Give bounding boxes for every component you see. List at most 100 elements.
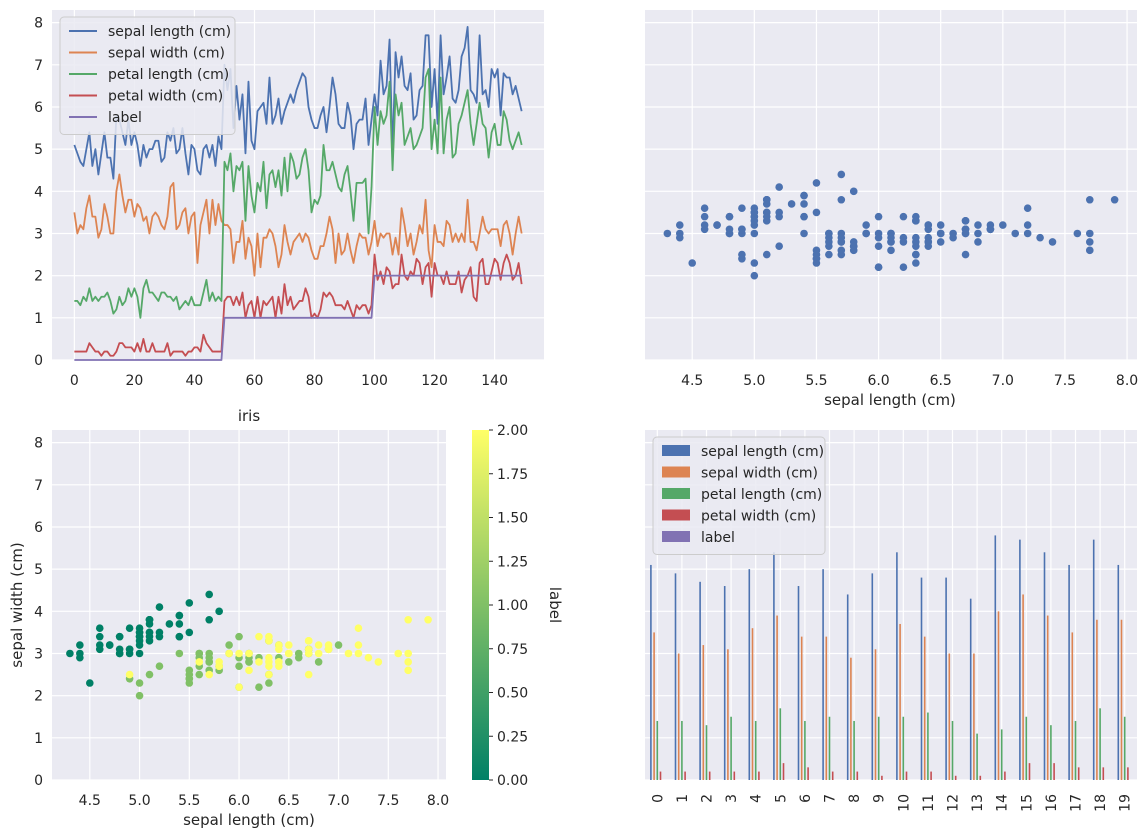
scatter-point (334, 641, 343, 649)
y-tick-label: 5 (34, 142, 43, 158)
scatter-point (700, 204, 709, 212)
scatter-point (155, 632, 164, 641)
bar-chart-legend (652, 436, 826, 555)
scatter-point (354, 641, 363, 649)
bar-petal_length (828, 716, 831, 780)
scatter-point (364, 653, 373, 662)
x-tick-label: 80 (306, 373, 324, 389)
bar-petal_width (856, 771, 859, 780)
scatter-point (837, 238, 846, 246)
x-tick-label: 40 (186, 373, 204, 389)
x-tick-label: 3 (724, 794, 740, 803)
scatter-point (205, 615, 214, 624)
x-tick-label: 6.5 (930, 373, 952, 389)
scatter-point (1011, 229, 1020, 238)
bar-petal_length (902, 716, 905, 780)
bar-sepal_width (973, 653, 975, 780)
x-tick-label: 4.5 (681, 373, 703, 389)
scatter-point (205, 658, 214, 666)
scatter-point (95, 641, 104, 649)
scatter-point (284, 641, 293, 649)
bar-petal_width (979, 775, 982, 780)
scatter-point (837, 195, 846, 204)
scatter-point (354, 649, 363, 658)
bar-petal_width (905, 771, 908, 780)
x-tick-label: 7.5 (377, 793, 399, 809)
legend-bar-marker (662, 466, 690, 478)
legend-bar-marker (662, 509, 690, 521)
scatter-point (775, 183, 783, 191)
scatter-point (115, 649, 124, 658)
bar-sepal_length (846, 594, 849, 780)
x-tick-label: 13 (970, 794, 986, 812)
scatter-point (1073, 229, 1082, 238)
scatter-point (135, 637, 144, 645)
scatter-point (837, 170, 846, 179)
scatter-point (304, 670, 313, 679)
scatter-point (324, 645, 333, 654)
x-tick-label: 5.5 (178, 793, 200, 809)
bar-petal_width (954, 775, 957, 780)
scatter-point (775, 242, 783, 250)
scatter-point (195, 658, 204, 666)
legend-entry-label: sepal width (cm) (701, 466, 818, 482)
x-tick-label: 6.0 (228, 793, 250, 809)
scatter-point (837, 250, 846, 259)
x-tick-label: 4 (749, 794, 765, 803)
scatter-point (1085, 195, 1094, 204)
x-tick-label: 5.0 (128, 793, 150, 809)
bar-petal_length (681, 720, 683, 780)
scatter-point (344, 649, 353, 658)
bar-sepal_length (773, 552, 775, 780)
x-tick-label: 0 (650, 794, 666, 803)
bar-petal_length (705, 725, 708, 780)
scatter-point (195, 649, 204, 658)
bar-petal_length (730, 716, 732, 780)
scatter-point (215, 607, 223, 616)
y-tick-label: 5 (34, 562, 43, 578)
x-tick-label: 7.0 (327, 793, 349, 809)
scatter-point (949, 229, 957, 238)
bar-sepal_width (677, 653, 680, 780)
scatter-point (700, 212, 709, 221)
scatter-point (899, 212, 908, 221)
bar-sepal_length (896, 552, 898, 780)
x-tick-label: 18 (1093, 794, 1109, 812)
scatter-point (1110, 195, 1119, 204)
scatter-point (284, 658, 293, 666)
scatter-point (675, 221, 684, 229)
scatter-point (284, 649, 293, 658)
scatter-point (394, 649, 403, 658)
scatter-point (135, 691, 144, 700)
bar-sepal_length (699, 581, 701, 780)
legend-entry-label: petal length (cm) (108, 67, 229, 83)
scatter-point (862, 229, 870, 238)
x-tick-label: 7.5 (1054, 373, 1076, 389)
scatter-point (374, 658, 383, 666)
x-tick-label: 8 (847, 794, 863, 803)
bar-petal_width (1053, 763, 1055, 780)
colorbar-tick-label: 0.25 (497, 729, 528, 745)
scatter-point (874, 242, 883, 250)
bar-petal_width (1028, 763, 1031, 780)
scatter-point (812, 246, 821, 255)
scatter-point (800, 229, 808, 238)
scatter-point (314, 649, 323, 658)
scatter-point (1085, 238, 1094, 246)
scatter-point (294, 649, 303, 658)
scatter-point (1036, 233, 1044, 242)
scatter-point (95, 624, 104, 632)
x-tick-label: 9 (872, 794, 888, 803)
scatter-point (135, 628, 144, 637)
colorbar-tick-label: 2.00 (497, 423, 528, 439)
bar-sepal_width (1071, 632, 1074, 780)
scatter-point (700, 221, 709, 229)
legend-entry-label: petal length (cm) (701, 487, 822, 503)
y-tick-label: 6 (34, 520, 43, 536)
scatter-point (750, 259, 759, 267)
scatter-point (135, 679, 144, 687)
scatter-point (265, 670, 273, 679)
bar-sepal_length (797, 586, 800, 780)
x-tick-label: 0 (70, 373, 79, 389)
